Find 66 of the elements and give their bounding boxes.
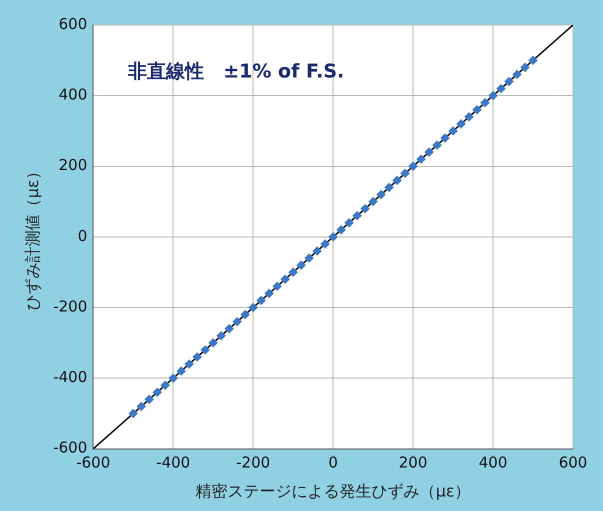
- point: [328, 232, 338, 242]
- point: [456, 119, 466, 128]
- y-tick-label: 400: [58, 86, 88, 104]
- x-tick-label: 0: [328, 454, 338, 472]
- point: [336, 225, 346, 234]
- point: [128, 408, 138, 418]
- x-tick-label: 200: [398, 454, 428, 472]
- point: [488, 91, 498, 100]
- point: [280, 274, 290, 284]
- point: [376, 190, 386, 200]
- point: [192, 352, 202, 362]
- x-tick-label: -200: [236, 454, 270, 472]
- point: [208, 338, 218, 348]
- point: [136, 402, 146, 411]
- point: [368, 197, 378, 206]
- point: [480, 98, 490, 108]
- y-tick-label: -400: [53, 368, 88, 386]
- point: [352, 211, 362, 220]
- point: [344, 218, 354, 228]
- point: [528, 56, 538, 65]
- point: [400, 168, 410, 178]
- point: [416, 154, 426, 164]
- point: [168, 374, 178, 383]
- point: [184, 360, 194, 369]
- x-axis-title: 精密ステージによる発生ひずみ（με）: [196, 482, 471, 501]
- x-tick-label: -400: [156, 454, 190, 472]
- annotation: 非直線性 ±1% of F.S.: [127, 60, 344, 82]
- point: [464, 112, 474, 122]
- point: [160, 380, 170, 390]
- point: [384, 182, 394, 192]
- point: [224, 324, 234, 334]
- point: [200, 345, 210, 354]
- point: [392, 176, 402, 185]
- point: [504, 77, 514, 86]
- point: [520, 62, 530, 72]
- point: [448, 126, 458, 136]
- y-tick-label: 600: [58, 14, 88, 33]
- point: [424, 148, 434, 157]
- point: [232, 317, 242, 326]
- point: [152, 388, 162, 397]
- x-tick-label: 400: [478, 454, 508, 472]
- y-tick-label: -200: [53, 297, 88, 316]
- point: [256, 296, 266, 305]
- point: [288, 268, 298, 277]
- y-tick-label: 0: [78, 226, 88, 245]
- point: [248, 303, 258, 312]
- point: [216, 331, 226, 340]
- point: [360, 204, 370, 214]
- y-axis-title: ひずみ計測値（με）: [22, 163, 42, 310]
- point: [272, 282, 282, 291]
- point: [408, 162, 418, 171]
- point: [440, 134, 450, 143]
- point: [312, 246, 322, 256]
- x-tick-label: 600: [558, 454, 588, 472]
- point: [304, 254, 314, 263]
- point: [264, 288, 274, 298]
- point: [320, 239, 330, 248]
- point: [472, 105, 482, 114]
- point: [240, 310, 250, 320]
- point: [432, 140, 442, 150]
- point: [296, 260, 306, 270]
- point: [512, 70, 522, 79]
- point: [176, 366, 186, 376]
- point: [144, 394, 154, 404]
- y-tick-label: 200: [58, 156, 88, 174]
- point: [496, 84, 506, 94]
